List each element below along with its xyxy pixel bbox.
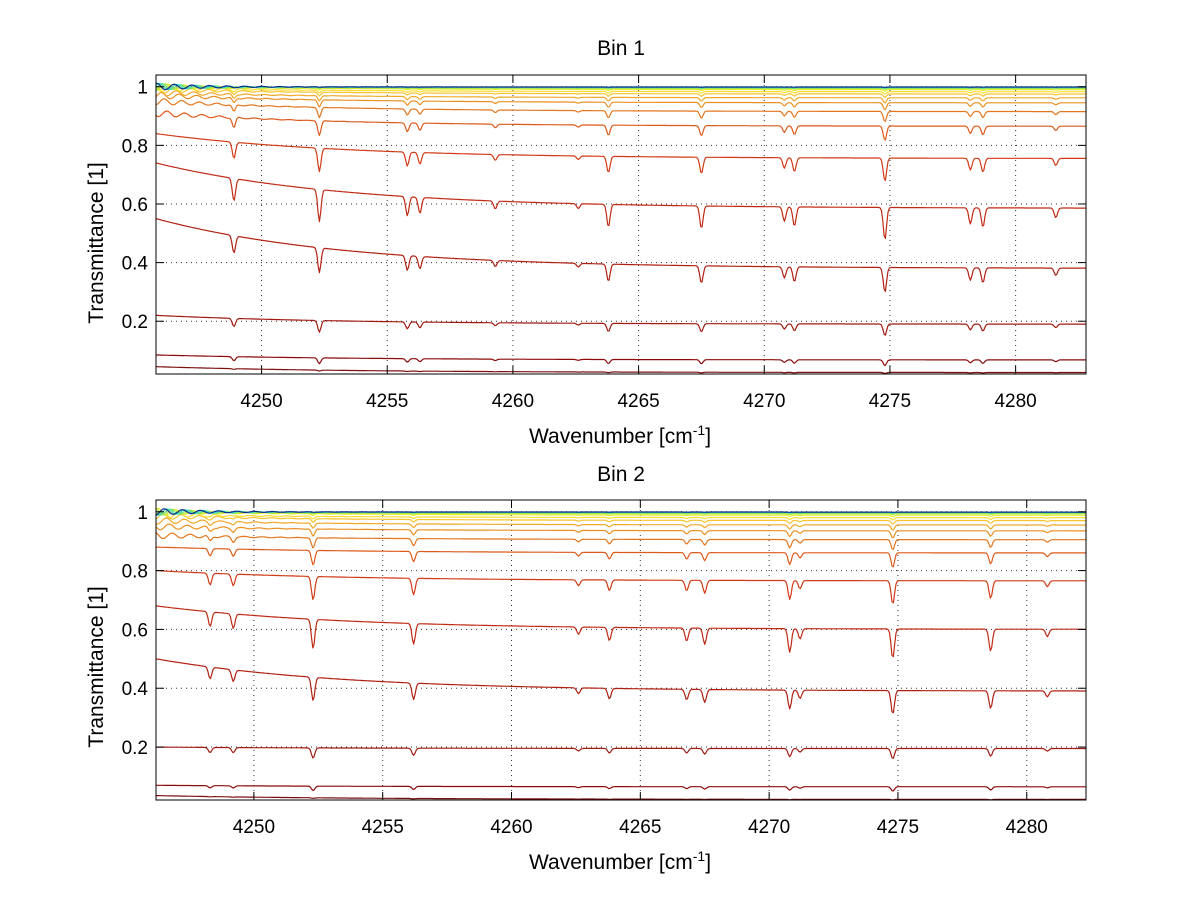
x-tick-label: 4270 [743,391,785,412]
series-group [156,82,1086,374]
x-label-main: Wavenumber [cm [529,851,693,874]
series-line [156,570,1086,604]
chart-title: Bin 2 [597,463,645,486]
series-line [156,92,1086,111]
y-tick-label: 0.4 [122,254,149,275]
x-label-superscript: -1 [693,422,706,438]
plot-area: 4250 4255 4260 4265 4270 4275 4280 0.2 0.4 0.6 0.8… [122,499,1087,838]
y-tick-label: 0.2 [122,738,148,759]
x-tick-label: 4280 [994,391,1036,412]
x-label-close: ] [705,851,711,874]
plot-area: 4250 4255 4260 4265 4270 4275 4280 0.2 0.4 0.6 0.8… [122,74,1087,412]
chart-bin-2: Bin 2 4250 4255 4260 4265 4270 4275 4280 0.2 0.4… [85,463,1087,874]
x-tick-label: 4275 [877,817,919,838]
y-tick-label: 0.8 [122,136,148,157]
series-line [156,85,1086,95]
axes-frame [155,499,1087,801]
x-tick-label: 4260 [490,817,532,838]
y-tick-label: 0.6 [122,620,148,641]
series-line [156,366,1086,374]
x-tick-label: 4275 [869,391,911,412]
chart-bin-1: Bin 1 4250 4255 4260 4265 4270 4275 4280 0.2 0.4… [85,37,1087,448]
series-line [156,314,1086,336]
series-line [156,218,1086,292]
series-line [156,605,1086,658]
series-line [156,354,1086,366]
chart-title: Bin 1 [597,37,645,60]
series-line [156,746,1086,759]
series-line [156,82,1086,91]
y-tick-label: 0.2 [122,312,148,333]
x-tick-label: 4255 [362,817,404,838]
x-axis-label: Wavenumber [cm-1] [529,422,711,448]
series-line [156,98,1086,122]
series-line [156,162,1086,239]
series-line [156,517,1086,531]
series-line [156,658,1086,714]
series-line [156,507,1086,516]
series-line [156,511,1086,521]
x-tick-label: 4250 [240,391,282,412]
y-axis-label: Transmittance [1] [85,586,108,747]
series-line [156,523,1086,539]
x-axis-label: Wavenumber [cm-1] [529,848,711,874]
x-tick-label: 4255 [366,391,408,412]
y-tick-label: 1 [137,503,148,524]
series-line [156,508,1086,516]
y-tick-label: 0.4 [122,679,149,700]
x-tick-label: 4265 [617,391,659,412]
series-line [156,512,1086,525]
series-line [156,784,1086,792]
y-tick-label: 1 [137,78,148,99]
series-line [156,531,1086,550]
x-tick-label: 4265 [619,817,661,838]
series-line [156,133,1086,182]
x-label-main: Wavenumber [cm [529,425,693,448]
x-tick-label: 4270 [748,817,790,838]
series-line [156,507,1086,518]
y-tick-label: 0.6 [122,195,148,216]
series-line [156,85,1086,98]
axes-frame [155,74,1087,375]
y-tick-label: 0.8 [122,562,148,583]
x-label-superscript: -1 [693,848,706,864]
series-line [156,546,1086,568]
y-axis-label: Transmittance [1] [85,162,108,323]
x-label-close: ] [705,425,711,448]
series-line [156,795,1086,800]
x-tick-label: 4280 [1006,817,1048,838]
series-group [156,507,1086,800]
x-tick-label: 4260 [492,391,534,412]
series-line [156,88,1086,104]
series-line [156,110,1086,141]
x-tick-label: 4250 [233,817,275,838]
